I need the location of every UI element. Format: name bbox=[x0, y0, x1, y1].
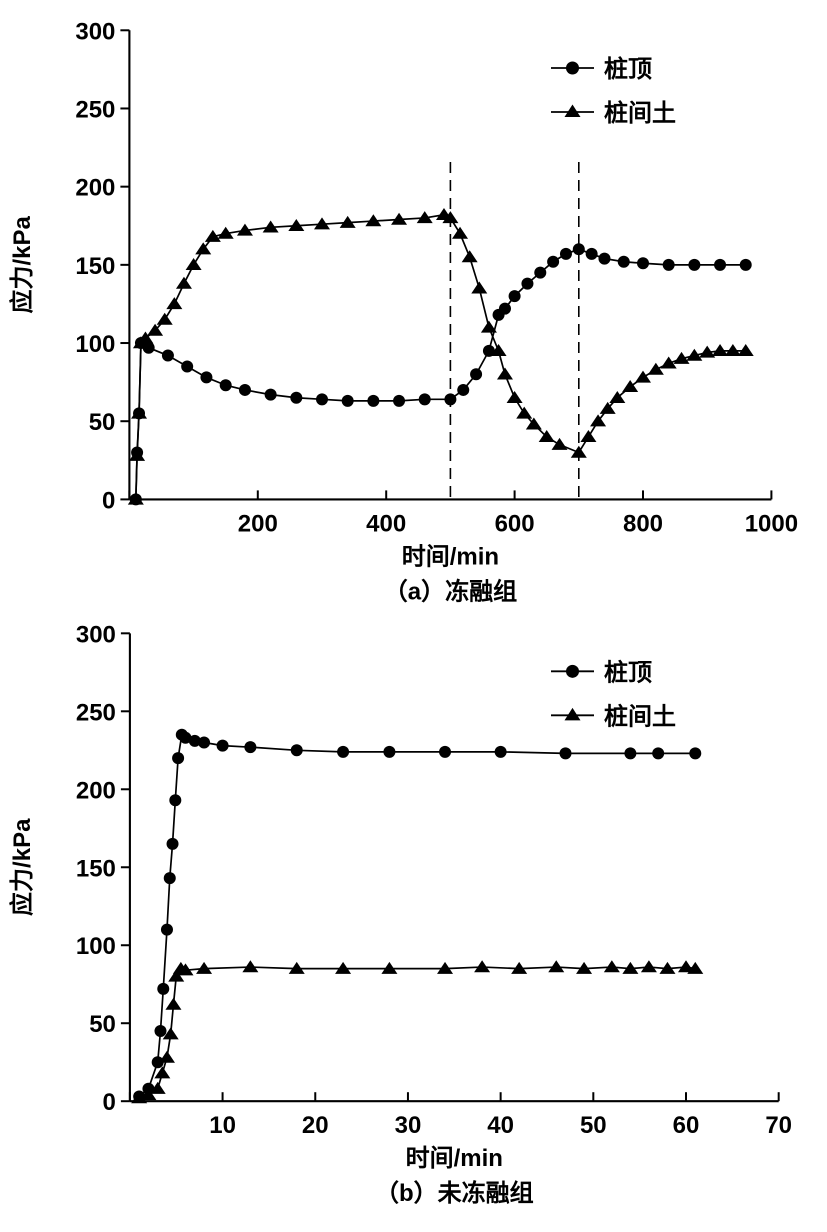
svg-text:250: 250 bbox=[76, 699, 116, 726]
svg-text:150: 150 bbox=[75, 253, 115, 280]
svg-text:30: 30 bbox=[395, 1112, 422, 1139]
svg-text:1000: 1000 bbox=[745, 510, 798, 537]
svg-text:200: 200 bbox=[238, 510, 278, 537]
svg-text:100: 100 bbox=[75, 331, 115, 358]
svg-text:250: 250 bbox=[75, 96, 115, 123]
svg-text:桩顶: 桩顶 bbox=[604, 658, 652, 686]
svg-text:时间/min: 时间/min bbox=[406, 1145, 503, 1172]
svg-text:300: 300 bbox=[76, 621, 116, 648]
svg-text:200: 200 bbox=[76, 777, 116, 804]
svg-text:应力/kPa: 应力/kPa bbox=[8, 818, 36, 916]
svg-text:（a）冻融组: （a）冻融组 bbox=[384, 577, 517, 605]
svg-text:800: 800 bbox=[623, 510, 663, 537]
svg-text:0: 0 bbox=[102, 487, 115, 514]
svg-text:（b）未冻融组: （b）未冻融组 bbox=[375, 1179, 534, 1207]
svg-text:50: 50 bbox=[580, 1112, 607, 1139]
svg-text:时间/min: 时间/min bbox=[402, 543, 499, 570]
svg-text:200: 200 bbox=[75, 175, 115, 202]
svg-text:0: 0 bbox=[103, 1089, 116, 1116]
svg-text:100: 100 bbox=[76, 933, 116, 960]
svg-text:桩顶: 桩顶 bbox=[604, 55, 652, 83]
svg-text:70: 70 bbox=[765, 1112, 792, 1139]
svg-text:10: 10 bbox=[209, 1112, 236, 1139]
svg-text:50: 50 bbox=[89, 409, 116, 436]
svg-text:50: 50 bbox=[89, 1011, 116, 1038]
svg-text:600: 600 bbox=[495, 510, 535, 537]
svg-text:桩间土: 桩间土 bbox=[604, 702, 676, 730]
svg-text:60: 60 bbox=[673, 1112, 700, 1139]
svg-text:300: 300 bbox=[75, 18, 115, 45]
svg-text:150: 150 bbox=[76, 855, 116, 882]
svg-text:20: 20 bbox=[302, 1112, 329, 1139]
svg-text:400: 400 bbox=[366, 510, 406, 537]
svg-text:桩间土: 桩间土 bbox=[604, 99, 676, 127]
svg-text:应力/kPa: 应力/kPa bbox=[8, 216, 36, 314]
svg-text:40: 40 bbox=[487, 1112, 514, 1139]
